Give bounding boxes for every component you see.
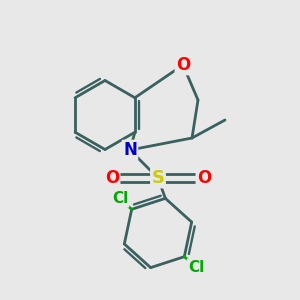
Text: Cl: Cl (112, 191, 128, 206)
Text: O: O (176, 56, 190, 74)
Text: N: N (123, 141, 137, 159)
Text: Cl: Cl (188, 260, 204, 274)
Text: O: O (105, 169, 119, 187)
Text: S: S (152, 169, 164, 187)
Text: O: O (197, 169, 211, 187)
